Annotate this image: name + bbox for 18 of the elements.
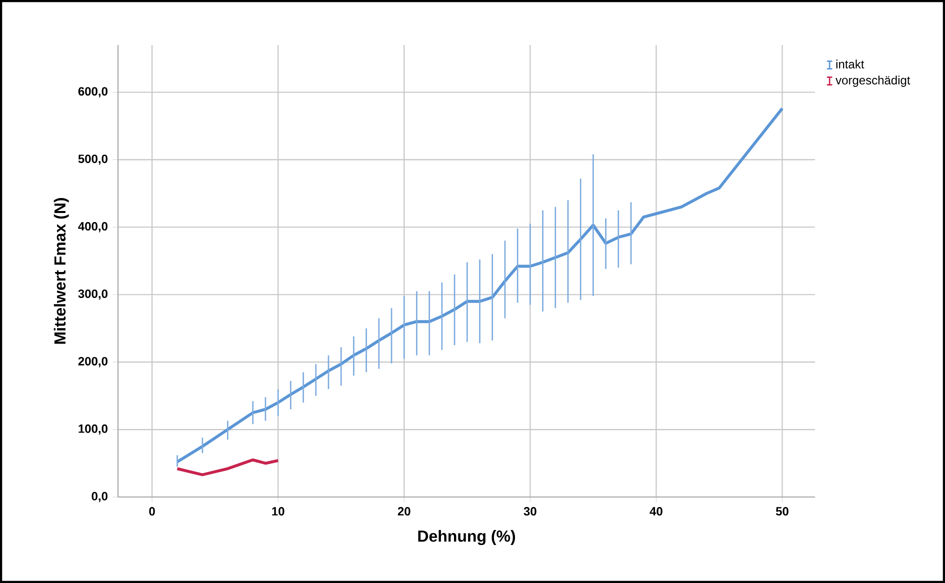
x-tick-label: 0 bbox=[149, 507, 155, 516]
x-tick-label: 40 bbox=[650, 507, 662, 516]
x-tick-label: 10 bbox=[272, 507, 284, 516]
legend-label: intakt bbox=[836, 60, 864, 68]
x-tick-label: 50 bbox=[776, 507, 788, 516]
x-tick-label: 20 bbox=[398, 507, 410, 516]
y-tick-label: 200,0 bbox=[78, 356, 108, 368]
line-series bbox=[176, 458, 280, 476]
x-axis-title: Dehnung (%) bbox=[418, 530, 516, 546]
y-tick-label: 0,0 bbox=[92, 492, 108, 502]
y-tick-label: 400,0 bbox=[78, 222, 108, 232]
y-tick-label: 500,0 bbox=[78, 154, 108, 165]
legend-label: vorgeschädigt bbox=[836, 76, 910, 87]
y-tick-label: 100,0 bbox=[78, 424, 108, 435]
y-tick-label: 600,0 bbox=[78, 87, 108, 98]
y-axis-title: Mittelwert Fmax (N) bbox=[54, 198, 69, 344]
y-tick-label: 300,0 bbox=[78, 289, 108, 300]
x-tick-label: 30 bbox=[524, 507, 536, 516]
